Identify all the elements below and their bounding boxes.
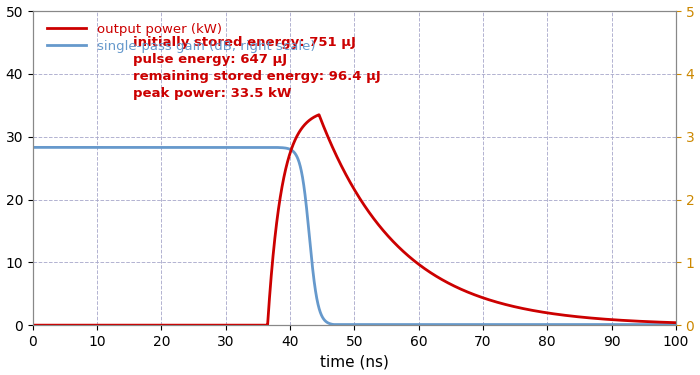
- single-pass gain (dB, right scale): [55, 145, 64, 150]
- single-pass gain (dB, right scale): [32, 145, 40, 150]
- output power (kW): [638, 319, 646, 324]
- single-pass gain (dB, right scale): [343, 322, 351, 327]
- single-pass gain (dB, right scale): [67, 145, 76, 150]
- X-axis label: time (ns): time (ns): [320, 354, 389, 369]
- output power (kW): [32, 323, 40, 327]
- output power (kW): [155, 323, 163, 327]
- Text: initially stored energy: 751 μJ
pulse energy: 647 μJ
remaining stored energy: 96: initially stored energy: 751 μJ pulse en…: [132, 36, 380, 100]
- output power (kW): [343, 175, 351, 179]
- single-pass gain (dB, right scale): [671, 322, 680, 327]
- Line: output power (kW): output power (kW): [33, 115, 675, 325]
- single-pass gain (dB, right scale): [155, 145, 163, 150]
- single-pass gain (dB, right scale): [29, 145, 37, 150]
- output power (kW): [55, 323, 64, 327]
- Legend: output power (kW), single-pass gain (dB, right scale): output power (kW), single-pass gain (dB,…: [43, 19, 319, 57]
- output power (kW): [315, 112, 323, 117]
- output power (kW): [671, 320, 680, 325]
- output power (kW): [67, 323, 76, 327]
- single-pass gain (dB, right scale): [330, 322, 338, 327]
- single-pass gain (dB, right scale): [638, 322, 646, 327]
- Line: single-pass gain (dB, right scale): single-pass gain (dB, right scale): [33, 147, 675, 324]
- output power (kW): [29, 323, 37, 327]
